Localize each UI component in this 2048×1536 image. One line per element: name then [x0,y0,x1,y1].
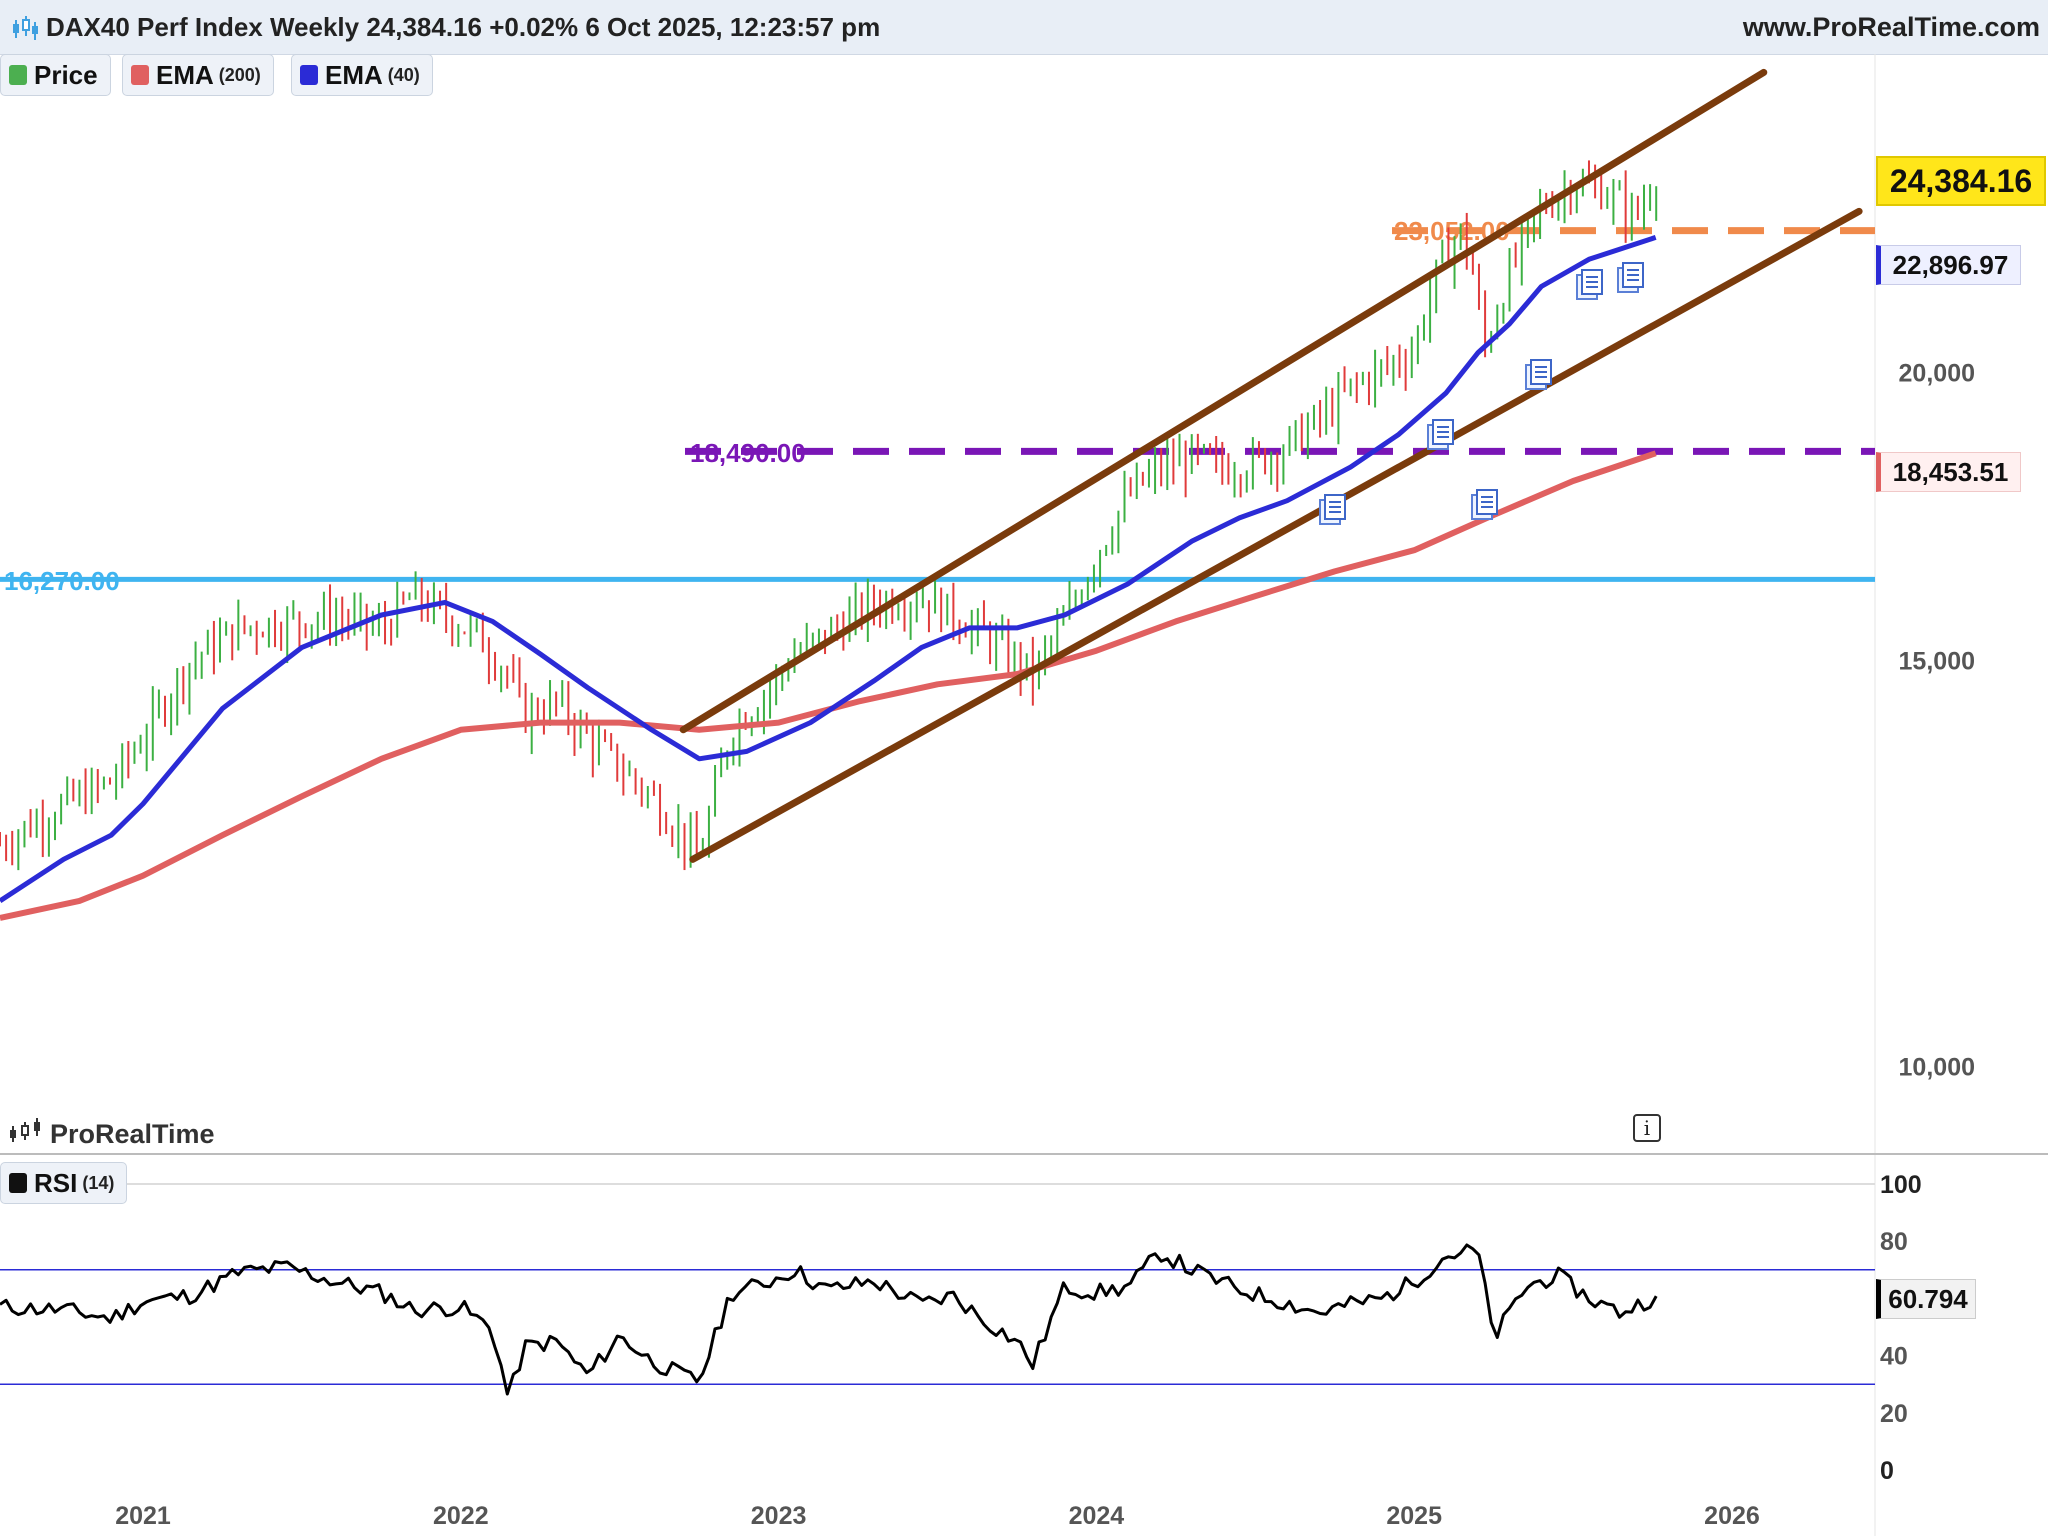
ema200-line [0,450,1657,921]
legend-rsi-param: (14) [82,1172,115,1193]
notes-layer [1319,262,1644,525]
legend-ema40-swatch [300,65,318,85]
rsi-y-tick-label: 100 [1880,1171,1922,1199]
channel-upper [679,68,1768,734]
legend-rsi-label: RSI [34,1167,78,1198]
x-tick-label: 2023 [751,1502,807,1530]
legend-ema40-param: (40) [387,64,420,85]
y-tick-label: 10,000 [1899,1054,1975,1082]
legend-ema200[interactable]: EMA (200) [122,54,274,96]
note-icon [1471,489,1498,520]
rsi-line [0,1243,1658,1396]
legend-ema40[interactable]: EMA (40) [291,54,433,96]
axes-layer: 10,000 15,000 20,000 2021 2022 2023 2024 2025 20… [115,360,1975,1530]
x-tick-label: 2024 [1069,1502,1125,1530]
indicator-lines-layer [0,68,1863,921]
price-bars-layer [0,160,1658,871]
candlestick-logo-icon [8,1116,42,1153]
ema200-price-tag: 18,453.51 [1876,452,2021,492]
chart-title: DAX40 Perf Index Weekly 24,384.16 +0.02%… [46,12,881,42]
legend-ema200-param: (200) [218,64,261,85]
note-icon [1319,494,1346,525]
x-tick-label: 2025 [1386,1502,1442,1530]
last-price-tag: 24,384.16 [1876,156,2046,206]
x-tick-label: 2022 [433,1502,489,1530]
rsi-panel: 020406080100 [0,1171,1922,1485]
legend-price-label: Price [34,59,98,90]
channel-lower [689,207,1863,863]
legend-price[interactable]: Price [0,54,111,96]
rsi-y-tick-label: 40 [1880,1343,1908,1371]
rsi-y-tick-label: 80 [1880,1228,1908,1256]
note-icon [1576,269,1603,300]
legend-rsi[interactable]: RSI (14) [0,1162,128,1204]
chart-header: DAX40 Perf Index Weekly 24,384.16 +0.02%… [0,0,2048,55]
level-label: 18,490.00 [690,438,806,468]
level-label: 16,270.00 [4,566,120,596]
y-tick-label: 20,000 [1899,360,1975,388]
candlestick-icon [10,14,40,47]
ema40-line [0,235,1657,903]
note-icon [1427,419,1454,450]
brand-watermark: ProRealTime [8,1116,215,1153]
info-icon[interactable]: i [1633,1114,1661,1142]
ema40-price-tag: 22,896.97 [1876,245,2021,285]
rsi-value-tag: 60.794 [1876,1279,1976,1319]
note-icon [1525,359,1552,390]
legend-price-swatch [9,65,27,85]
legend-rsi-swatch [9,1173,27,1193]
y-tick-label: 15,000 [1899,648,1975,676]
note-icon [1617,262,1644,293]
x-tick-label: 2021 [115,1502,171,1530]
rsi-y-tick-label: 0 [1880,1457,1894,1485]
legend-ema200-label: EMA [156,59,214,90]
grid-layer [0,54,2048,1536]
site-url[interactable]: www.ProRealTime.com [1742,12,2040,42]
brand-label: ProRealTime [50,1119,215,1149]
legend-ema40-label: EMA [325,59,383,90]
x-tick-label: 2026 [1704,1502,1760,1530]
legend-ema200-swatch [131,65,149,85]
rsi-y-tick-label: 20 [1880,1400,1908,1428]
